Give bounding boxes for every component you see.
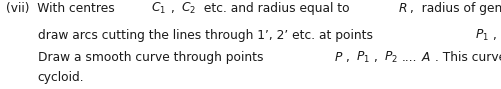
Text: $P$: $P$ <box>334 51 343 64</box>
Text: $P_1$: $P_1$ <box>475 28 489 43</box>
Text: cycloid.: cycloid. <box>38 71 84 84</box>
Text: ,  radius of generating circle,: , radius of generating circle, <box>410 2 501 15</box>
Text: draw arcs cutting the lines through 1’, 2’ etc. at points: draw arcs cutting the lines through 1’, … <box>38 29 376 42</box>
Text: $P_1$: $P_1$ <box>356 50 370 65</box>
Text: ....: .... <box>401 51 417 64</box>
Text: $P_2$: $P_2$ <box>384 50 397 65</box>
Text: etc. and radius equal to: etc. and radius equal to <box>200 2 354 15</box>
Text: $A$: $A$ <box>421 51 432 64</box>
Text: ,: , <box>374 51 381 64</box>
Text: Draw a smooth curve through points: Draw a smooth curve through points <box>38 51 267 64</box>
Text: $C_2$: $C_2$ <box>181 1 196 16</box>
Text: ,: , <box>493 29 500 42</box>
Text: ,: , <box>171 2 178 15</box>
Text: $C_1$: $C_1$ <box>151 1 166 16</box>
Text: (vii)  With centres: (vii) With centres <box>6 2 119 15</box>
Text: ,: , <box>346 51 353 64</box>
Text: . This curve is the required: . This curve is the required <box>435 51 501 64</box>
Text: $R$: $R$ <box>398 2 408 15</box>
